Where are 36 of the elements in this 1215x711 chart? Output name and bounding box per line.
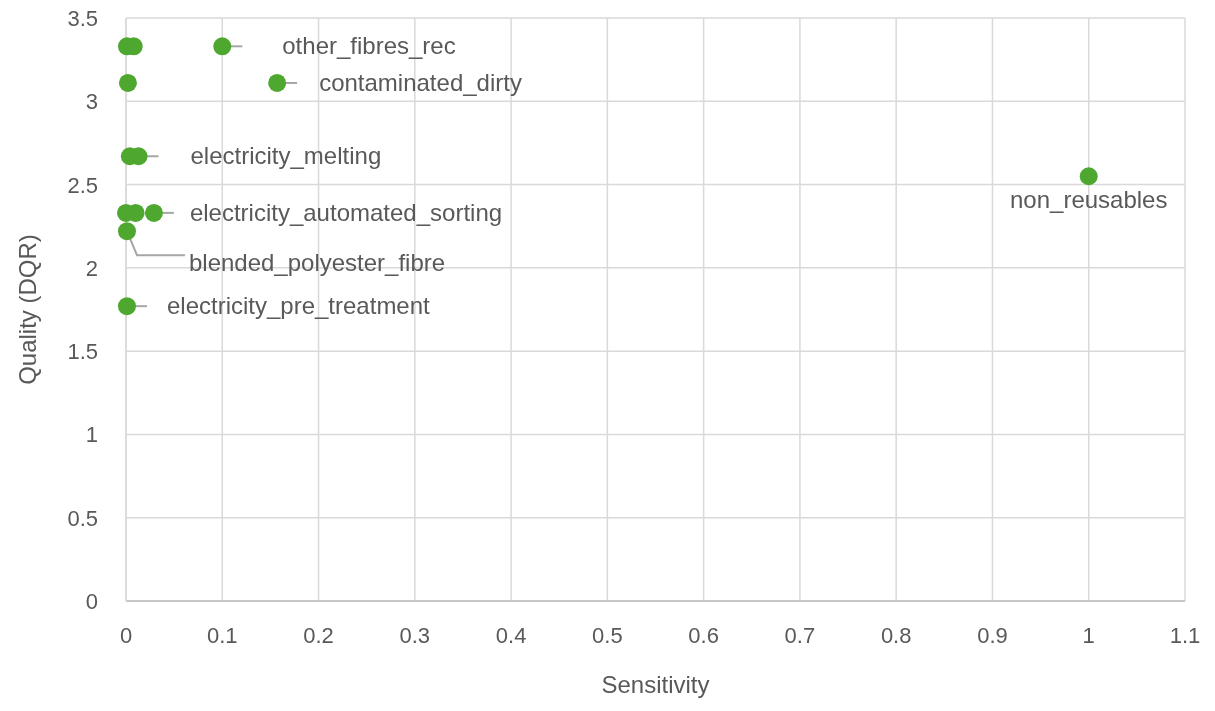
x-tick-label: 0.2 [303, 623, 334, 648]
x-tick-label: 0.4 [495, 623, 527, 648]
annotation: other_fibres_rec [282, 32, 456, 60]
point [118, 73, 137, 92]
y-tick-label: 3 [85, 89, 98, 115]
y-tick-label: 1.5 [67, 339, 98, 365]
annotation: non_reusables [1010, 186, 1168, 214]
point [117, 222, 136, 241]
point [144, 203, 163, 222]
annotation: electricity_automated_sorting [189, 198, 503, 226]
annotation: contaminated_dirty [319, 68, 522, 96]
y-tick-label: 3.5 [67, 6, 98, 31]
x-axis-title: Sensitivity [601, 671, 710, 698]
x-tick-label: 1.1 [1169, 623, 1201, 648]
x-tick-label: 0.8 [880, 623, 912, 648]
y-tick-label: 1 [85, 422, 98, 448]
annotation: electricity_melting [190, 142, 382, 170]
annotation: electricity_pre_treatment [166, 292, 431, 320]
y-tick-label: 0.5 [67, 505, 98, 531]
x-tick-label: 0.9 [977, 623, 1008, 648]
x-tick-label: 0 [119, 623, 133, 648]
y-tick-label: 0 [85, 589, 98, 614]
x-tick-label: 0.6 [688, 623, 719, 648]
x-tick-label: 0.7 [784, 623, 816, 648]
y-tick-label: 2 [85, 255, 98, 281]
annotation: blended_polyester_fibre [188, 249, 446, 277]
x-tick-label: 0.3 [399, 623, 431, 648]
point [213, 37, 232, 56]
y-tick-label: 2.5 [67, 172, 98, 198]
point [268, 73, 287, 92]
point [117, 297, 136, 316]
point [1079, 167, 1098, 186]
x-tick-label: 0.1 [206, 623, 238, 648]
x-tick-label: 0.5 [592, 623, 623, 648]
x-tick-label: 1 [1082, 623, 1095, 648]
y-axis-title: Quality (DQR) [14, 234, 41, 385]
